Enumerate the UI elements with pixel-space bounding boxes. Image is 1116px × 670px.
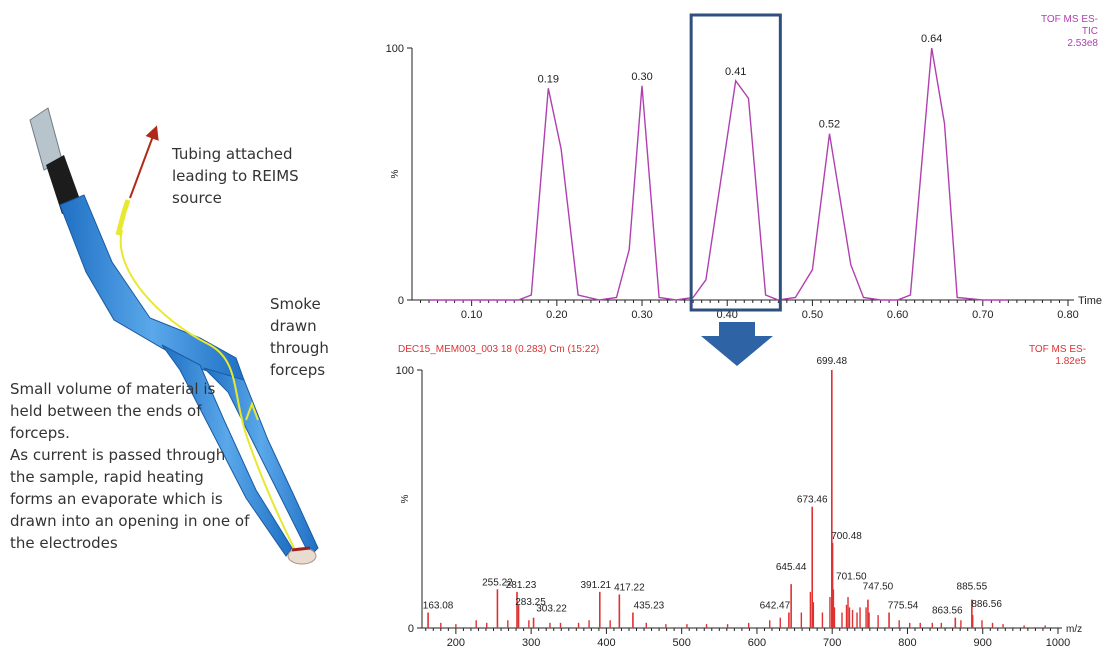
tic-x-tick-label: 0.80	[1057, 309, 1078, 321]
ms-x-tick-label: 700	[823, 637, 841, 649]
tubing	[115, 199, 131, 236]
ms-x-tick-label: 1000	[1046, 637, 1070, 649]
tic-peak-label: 0.52	[819, 119, 840, 131]
tic-header-line: TOF MS ES-	[1041, 14, 1098, 25]
selection-down-arrow	[701, 322, 773, 366]
tic-x-tick-label: 0.40	[717, 309, 738, 321]
tic-header-line: 2.53e8	[1067, 38, 1098, 49]
material-annotation: Small volume of material is held between…	[10, 380, 250, 552]
ms-peak-label: 700.48	[831, 531, 862, 542]
ms-peak-label: 255.22	[482, 577, 513, 588]
ms-header-line: 1.82e5	[1055, 356, 1086, 367]
ms-peak-label: 163.08	[423, 601, 454, 612]
red-arrow	[129, 125, 159, 199]
ms-x-tick-label: 400	[597, 637, 615, 649]
forceps-upper-shaft	[59, 194, 245, 381]
ms-x-tick-label: 300	[522, 637, 540, 649]
ms-y-axis-label: %	[400, 494, 411, 503]
forceps-arm-left	[161, 344, 293, 557]
tic-peak-label: 0.64	[921, 33, 942, 45]
ms-peak-label: 435.23	[634, 601, 665, 612]
tic-peak-label: 0.41	[725, 66, 746, 78]
ms-y-tick-label: 100	[396, 365, 414, 377]
tic-peak-label: 0.30	[631, 71, 652, 83]
tubing-annotation: Tubing attached leading to REIMS source	[172, 145, 299, 207]
tic-x-axis-label: Time	[1078, 295, 1102, 307]
ms-peak-label: 673.46	[797, 495, 828, 506]
smoke-annotation: Smoke drawn through forceps	[270, 295, 329, 379]
ms-x-tick-label: 600	[748, 637, 766, 649]
selection-box	[689, 13, 782, 312]
tic-x-tick-label: 0.20	[546, 309, 567, 321]
ms-peak-label: 303.22	[536, 604, 567, 615]
tic-peak-label: 0.19	[538, 73, 559, 85]
tic-x-tick-label: 0.50	[802, 309, 823, 321]
ms-peak-label: 645.44	[776, 562, 807, 573]
ms-y-tick-label: 0	[408, 623, 414, 635]
ms-header-left: DEC15_MEM003_003 18 (0.283) Cm (15:22)	[398, 344, 599, 355]
ms-x-tick-label: 900	[974, 637, 992, 649]
ms-peak-label: 701.50	[836, 571, 867, 582]
tic-x-tick-label: 0.10	[461, 309, 482, 321]
forceps-illustration	[29, 107, 319, 565]
ms-x-tick-label: 200	[447, 637, 465, 649]
ms-peak-label: 391.21	[580, 580, 611, 591]
ms-peak-label: 699.48	[817, 356, 848, 367]
yellow-wire-arrow	[245, 401, 259, 421]
ms-peak-label: 417.22	[614, 582, 645, 593]
ms-header-line: TOF MS ES-	[1029, 344, 1086, 355]
tic-x-tick-label: 0.70	[972, 309, 993, 321]
tic-x-tick-label: 0.30	[631, 309, 652, 321]
tip-sample	[291, 546, 311, 552]
tic-x-tick-label: 0.60	[887, 309, 908, 321]
tic-chromatogram: 0.10 0.20 0.30 0.40 0.50 0.60 0.70 0.80 0 100% Tim…	[386, 13, 1102, 321]
yellow-wire	[119, 229, 297, 553]
ms-peak-label: 281.23	[506, 580, 537, 591]
ms-x-tick-label: 800	[898, 637, 916, 649]
tic-y-tick-label: 100	[386, 43, 404, 55]
ms-peak-label: 283.25	[515, 597, 546, 608]
ms-peak-label: 775.54	[888, 601, 919, 612]
ms-peak-label: 747.50	[863, 582, 894, 593]
ms-peak-label: 863.56	[932, 606, 963, 617]
ms-x-axis-label: m/z	[1066, 624, 1082, 635]
ms-peak-label: 642.47	[760, 601, 791, 612]
ms-peak-label: 885.55	[957, 582, 988, 593]
tic-y-axis-label: %	[390, 169, 401, 178]
tic-y-tick-label: 0	[398, 295, 404, 307]
ms-peak-label: 886.56	[971, 599, 1002, 610]
tic-trace	[429, 47, 1009, 301]
ms-x-tick-label: 500	[672, 637, 690, 649]
tic-header-line: TIC	[1082, 26, 1098, 37]
down-arrow-shape	[701, 322, 773, 366]
